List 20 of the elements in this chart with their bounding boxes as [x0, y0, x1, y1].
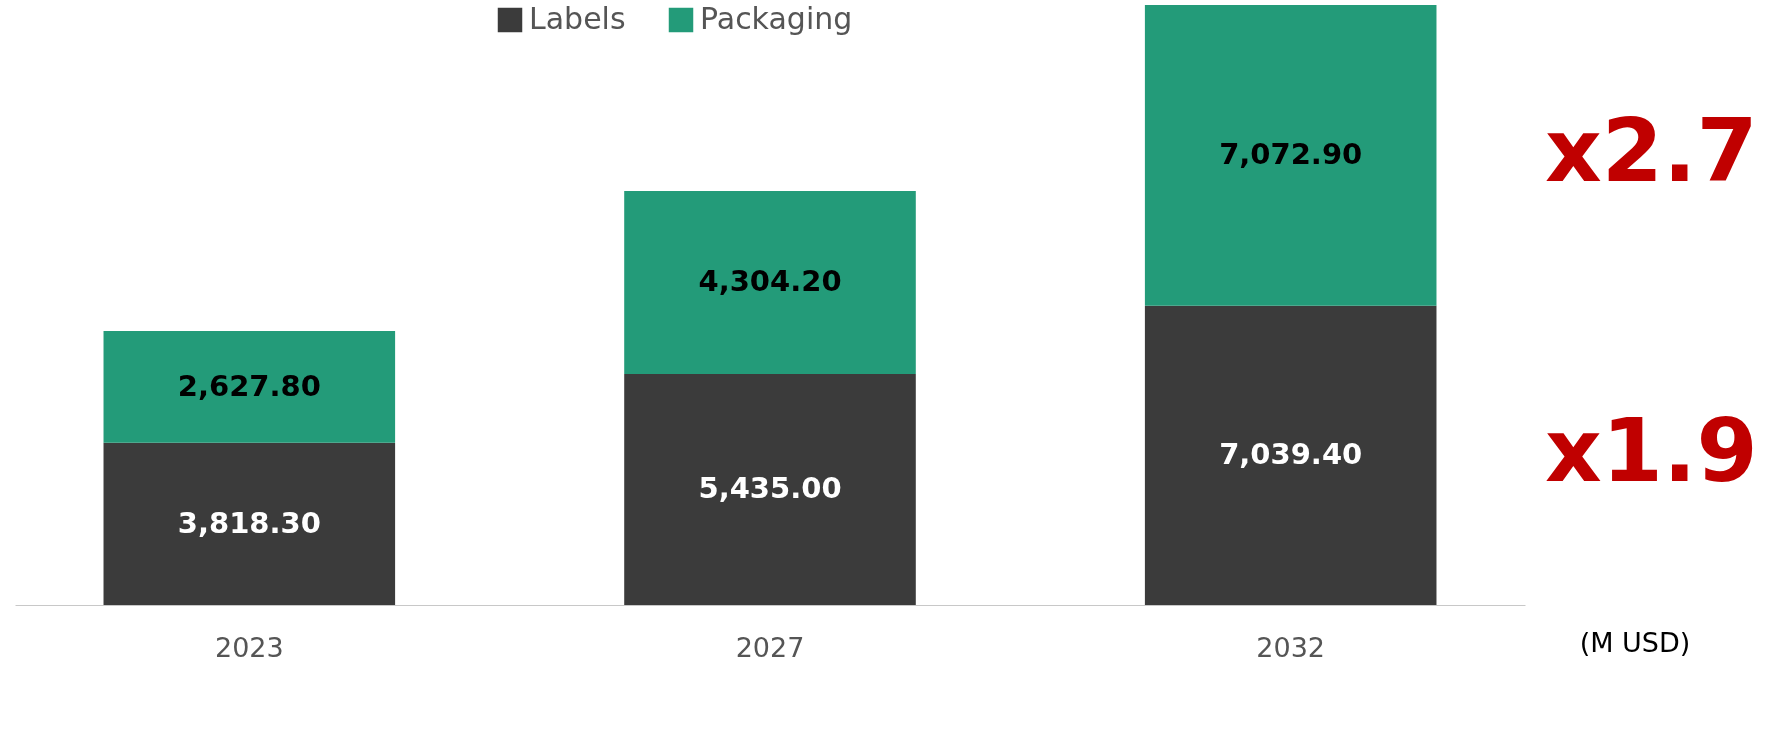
text: (M USD) — [1579, 627, 1691, 658]
data-label: 7,039.40 — [1219, 437, 1363, 472]
data-label: 7,072.90 — [1219, 137, 1363, 172]
legend-label: Labels — [529, 1, 626, 36]
text: x2.7 — [1545, 99, 1758, 202]
bar — [624, 373, 916, 605]
bar — [1144, 5, 1437, 306]
legend-label: Packaging — [700, 1, 853, 36]
x-tick-label: 2027 — [735, 631, 805, 663]
bar — [1144, 305, 1437, 605]
x-tick-label: 2032 — [1256, 631, 1326, 663]
bar — [103, 442, 396, 605]
text: x1.9 — [1545, 399, 1758, 502]
bar — [624, 190, 916, 374]
bar — [103, 330, 396, 443]
x-tick-label: 2023 — [214, 631, 284, 663]
data-label: 5,435.00 — [698, 471, 842, 506]
data-label: 3,818.30 — [177, 505, 321, 540]
data-label: 2,627.80 — [177, 368, 321, 403]
data-label: 4,304.20 — [698, 264, 842, 299]
